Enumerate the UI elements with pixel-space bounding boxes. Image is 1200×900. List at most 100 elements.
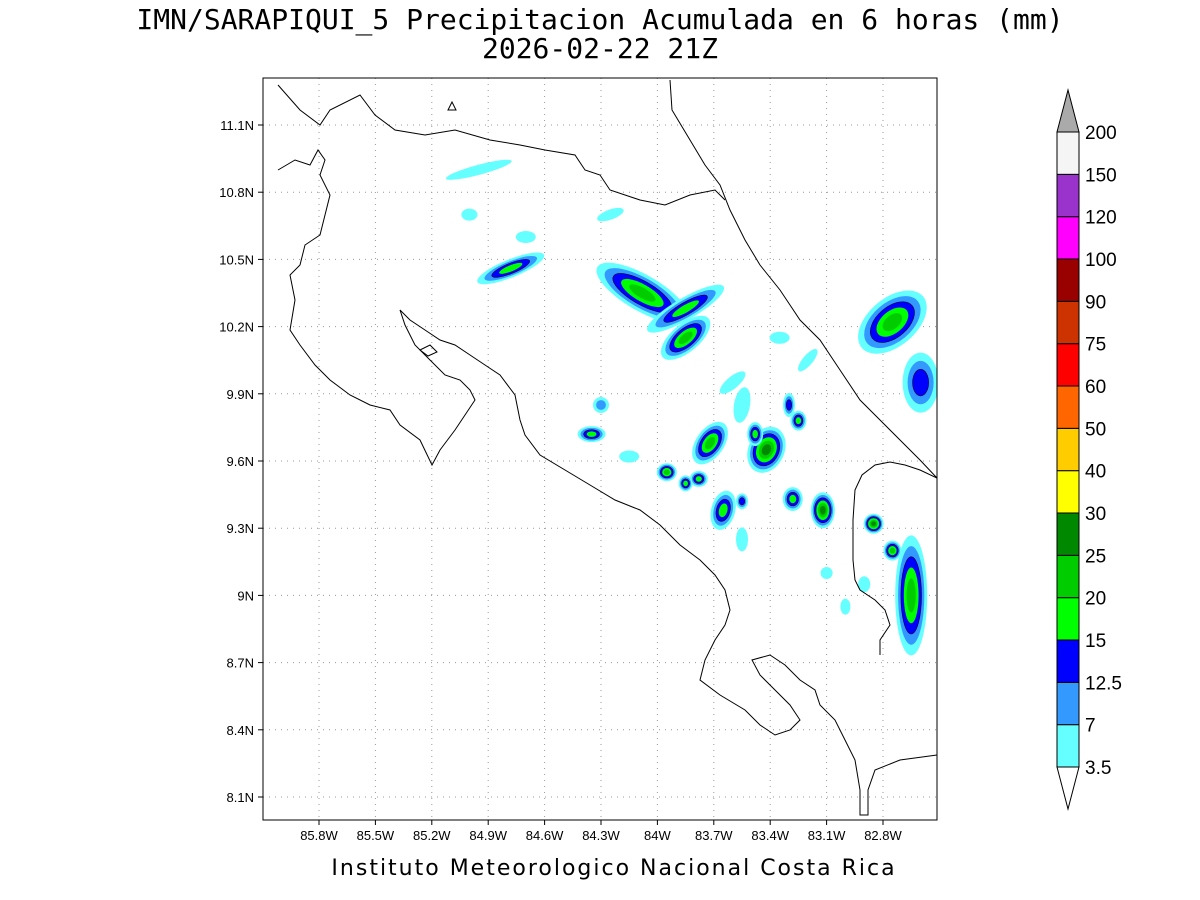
precip-cell <box>895 535 928 656</box>
lon-tick-label: 84.3W <box>582 828 620 843</box>
lat-tick-label: 9.9N <box>227 387 254 402</box>
precip-contour <box>629 284 656 302</box>
colorbar-box <box>1056 427 1080 472</box>
precip-contour <box>882 313 903 332</box>
precip-contour <box>769 331 790 344</box>
precip-cell <box>747 422 764 447</box>
precip-contour <box>819 505 826 515</box>
precip-contour <box>889 547 896 554</box>
precipitation-cells <box>445 159 937 656</box>
colorbar-box <box>1056 343 1080 387</box>
precip-contour <box>663 469 670 475</box>
precip-cell <box>593 397 609 413</box>
precip-contour <box>619 450 640 463</box>
precip-cell <box>597 207 624 222</box>
precip-cell <box>883 540 902 561</box>
precip-cell <box>477 252 545 285</box>
lat-tick-label: 9N <box>237 588 254 603</box>
chart-title: IMN/SARAPIQUI_5 Precipitacion Acumulada … <box>136 3 1064 36</box>
precip-contour <box>718 503 728 518</box>
precip-cell <box>820 567 833 579</box>
colorbar-label: 60 <box>1085 377 1106 398</box>
precip-contour <box>596 400 606 410</box>
colorbar-label: 15 <box>1085 631 1106 652</box>
precip-contour <box>586 431 597 437</box>
precip-contour <box>820 567 833 579</box>
colorbar-label: 3.5 <box>1085 758 1111 779</box>
colorbar-label: 25 <box>1085 546 1106 567</box>
precip-cell <box>461 208 478 221</box>
precip-contour <box>858 576 871 593</box>
lat-tick-label: 8.7N <box>227 656 254 671</box>
precip-contour <box>733 387 751 423</box>
lon-tick-label: 83.7W <box>695 828 733 843</box>
colorbar-box <box>1056 724 1080 768</box>
lon-tick-label: 84.9W <box>469 828 507 843</box>
colorbar-box <box>1056 258 1080 302</box>
credit-text: Instituto Meteorologico Nacional Costa R… <box>331 856 897 881</box>
precip-contour <box>499 262 523 274</box>
colorbar-label: 75 <box>1085 335 1106 356</box>
latitude-axis: 8.1N 8.4N 8.7N 9N 9.3N 9.6N 9.9N 10.2N 10.5N 10.8… <box>219 118 263 805</box>
lon-tick-label: 85.8W <box>300 828 338 843</box>
precip-contour <box>719 371 746 394</box>
precip-cell <box>782 487 803 512</box>
precip-cell <box>736 527 748 552</box>
plot-frame <box>262 77 938 821</box>
precip-cell <box>689 470 708 487</box>
precip-cell <box>656 463 677 482</box>
precip-contour <box>795 417 802 425</box>
colorbar-box <box>1056 597 1080 641</box>
lon-tick-label: 84.6W <box>526 828 564 843</box>
colorbar-box <box>1056 639 1080 683</box>
precip-contour <box>871 521 876 527</box>
precip-cell <box>619 450 640 463</box>
lat-tick-label: 10.2N <box>219 320 254 335</box>
precip-cell <box>710 490 736 530</box>
colorbar-label: 7 <box>1085 716 1096 737</box>
colorbar-box <box>1056 131 1080 175</box>
island <box>419 344 438 357</box>
precip-cell <box>798 349 818 372</box>
precip-cell <box>858 576 871 593</box>
border-north <box>277 84 726 206</box>
coastline <box>277 79 937 816</box>
lat-tick-label: 8.1N <box>227 790 254 805</box>
precip-cell <box>747 426 786 473</box>
precip-contour <box>738 497 745 506</box>
colorbar-label: 40 <box>1085 462 1106 483</box>
lon-tick-label: 82.8W <box>864 828 902 843</box>
precip-cell <box>840 598 851 615</box>
precip-contour <box>798 349 818 372</box>
colorbar-box <box>1056 554 1080 599</box>
lon-tick-label: 84W <box>644 828 671 843</box>
lon-tick-label: 83.4W <box>751 828 789 843</box>
precip-cell <box>863 513 884 534</box>
caribbean-coast <box>669 79 937 479</box>
colorbar-label: 50 <box>1085 419 1106 440</box>
lon-tick-label: 85.5W <box>357 828 395 843</box>
precip-contour <box>515 231 536 243</box>
precip-cell <box>719 371 746 394</box>
colorbar-top-arrow <box>1056 88 1080 133</box>
colorbar-label: 200 <box>1085 123 1117 144</box>
precip-contour <box>736 527 748 552</box>
lat-tick-label: 10.8N <box>219 185 254 200</box>
precip-contour <box>704 436 716 450</box>
colorbar-box <box>1056 385 1080 429</box>
colorbar-label: 20 <box>1085 589 1106 610</box>
colorbar-label: 100 <box>1085 250 1117 271</box>
precip-cell <box>445 159 512 180</box>
precip-cell <box>692 421 728 465</box>
lat-tick-label: 9.3N <box>227 521 254 536</box>
pacific-coast <box>277 149 937 816</box>
colorbar-label: 90 <box>1085 292 1106 313</box>
colorbar-box <box>1056 216 1080 260</box>
precip-contour <box>785 399 792 411</box>
precip-contour <box>761 444 772 456</box>
precip-contour <box>906 578 916 613</box>
precip-contour <box>789 494 797 504</box>
colorbar-box <box>1056 470 1080 514</box>
precip-contour <box>912 369 929 397</box>
